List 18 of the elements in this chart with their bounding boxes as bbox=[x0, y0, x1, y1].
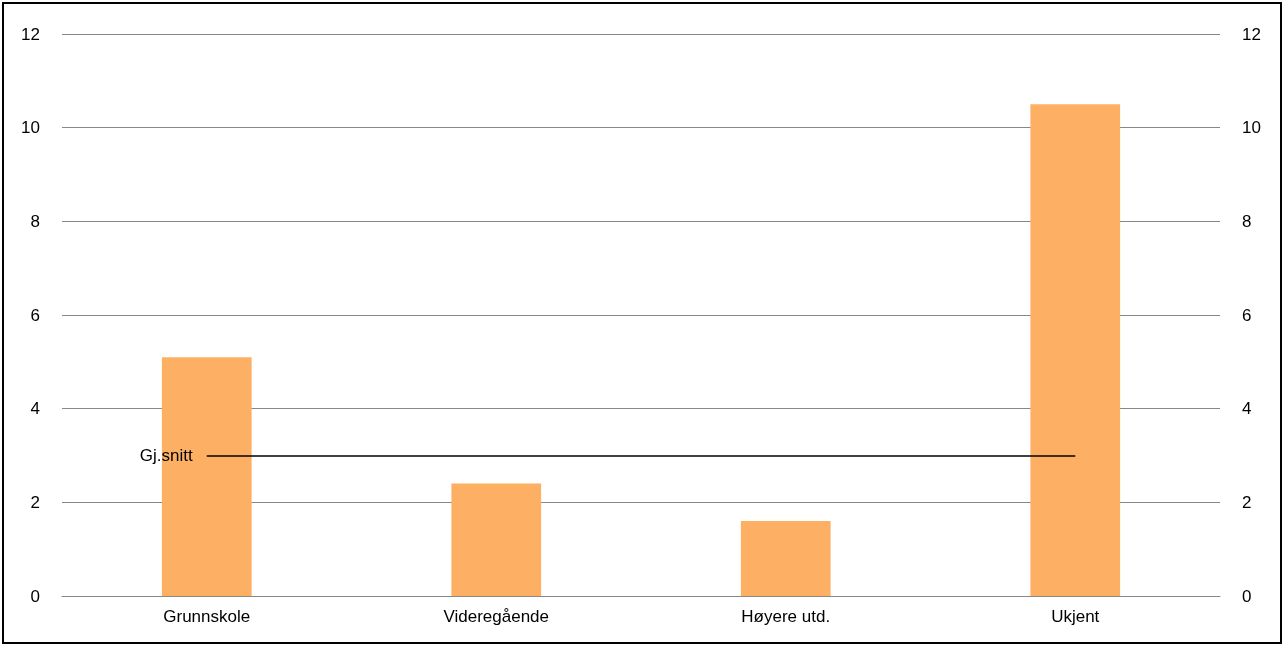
y2-tick-label: 0 bbox=[1242, 586, 1252, 606]
y2-tick-label: 12 bbox=[1242, 24, 1261, 44]
y2-tick-label: 2 bbox=[1242, 492, 1252, 512]
y-tick-label: 0 bbox=[30, 586, 40, 606]
x-tick-label: Videregående bbox=[443, 607, 550, 626]
x-tick-label: Høyere utd. bbox=[741, 607, 831, 626]
y-tick-label: 6 bbox=[30, 305, 40, 325]
y2-tick-label: 4 bbox=[1242, 399, 1252, 419]
y-tick-label: 12 bbox=[21, 24, 40, 44]
y2-tick-label: 6 bbox=[1242, 305, 1252, 325]
y-tick-label: 4 bbox=[30, 399, 40, 419]
x-tick-label: Grunnskole bbox=[163, 607, 251, 626]
y-tick-label: 8 bbox=[30, 211, 40, 231]
y-tick-label: 10 bbox=[21, 118, 40, 138]
x-tick-label: Ukjent bbox=[1051, 607, 1100, 626]
y-tick-label: 2 bbox=[30, 492, 40, 512]
y2-tick-label: 10 bbox=[1242, 118, 1261, 138]
y2-tick-label: 8 bbox=[1242, 211, 1252, 231]
